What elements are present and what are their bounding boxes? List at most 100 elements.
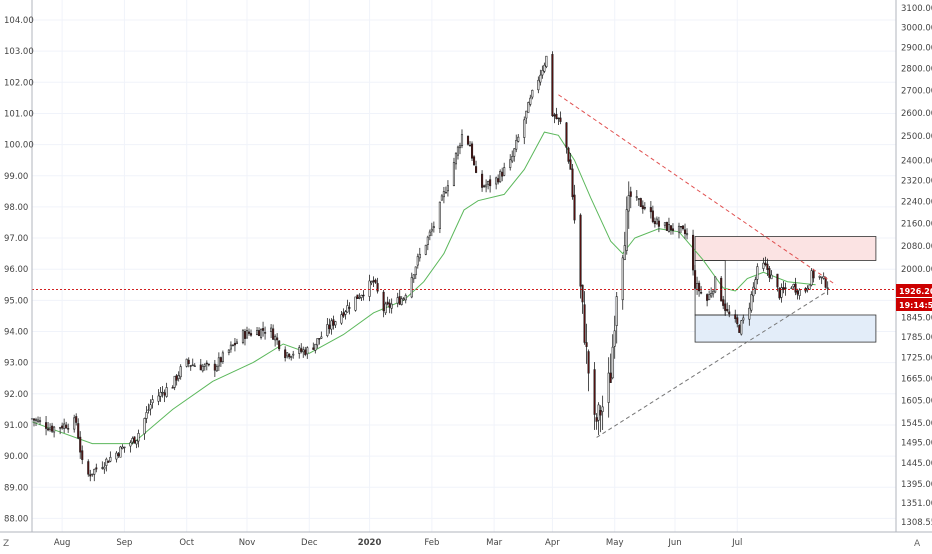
candle-up (790, 287, 793, 289)
candle-down (243, 331, 247, 339)
candle-up (696, 283, 699, 290)
x-tick-label: Sep (116, 538, 132, 548)
candle-down (87, 461, 90, 475)
candle-down (276, 337, 279, 341)
candle-down (557, 117, 560, 120)
candle-down (332, 319, 335, 326)
candle-up (314, 343, 317, 351)
candle-down (284, 349, 287, 359)
candle-up (147, 409, 150, 411)
candle-down (726, 308, 729, 312)
candle-up (201, 365, 204, 372)
candle-down (551, 54, 554, 117)
candles-layer (30, 51, 829, 482)
candle-down (67, 428, 70, 430)
candle-down (593, 369, 596, 415)
candle-up (446, 185, 449, 192)
left-tick-label: 97.00 (4, 234, 28, 244)
candle-down (207, 363, 210, 366)
candle-down (468, 144, 472, 147)
candle-up (165, 387, 168, 397)
x-tick-label: Dec (301, 538, 318, 548)
candle-down (782, 287, 785, 290)
candle-up (416, 256, 419, 266)
candle-down (79, 436, 82, 453)
candle-down (657, 220, 660, 227)
countdown-tag-text: 19:14:51 (899, 301, 932, 310)
x-axis[interactable]: Aug Sep Oct Nov Dec 2020 Feb Mar Apr May Jun Jul (0, 531, 932, 548)
grid-lines (32, 0, 896, 532)
candle-up (762, 262, 765, 269)
candle-up (708, 294, 711, 300)
candle-up (432, 226, 435, 228)
candle-down (639, 198, 642, 208)
candle-up (541, 70, 544, 76)
candle-down (205, 362, 208, 365)
candle-up (38, 420, 42, 422)
candle-down (671, 228, 675, 231)
candle-up (354, 296, 357, 311)
candle-up (685, 233, 689, 236)
candle-down (288, 353, 291, 358)
candle-up (710, 292, 713, 297)
candle-up (499, 171, 502, 183)
trendline-upper-descending (558, 94, 837, 286)
right-tick-label: 1308.55 (901, 518, 932, 528)
candle-up (428, 231, 431, 236)
candle-up (810, 270, 813, 286)
left-tick-label: 104.00 (4, 16, 34, 26)
candle-down (386, 301, 389, 305)
candle-up (714, 276, 717, 293)
candle-down (65, 424, 68, 429)
candle-up (426, 236, 429, 245)
candle-up (360, 295, 363, 298)
candle-up (460, 134, 464, 147)
candle-up (53, 426, 56, 433)
right-tick-label: 2080.00 (901, 242, 932, 252)
candle-up (611, 346, 614, 379)
candle-down (219, 357, 222, 363)
candle-down (117, 453, 120, 457)
candle-up (452, 162, 456, 186)
candle-up (430, 228, 433, 232)
candle-down (796, 290, 799, 295)
candle-down (651, 210, 654, 222)
candle-up (151, 399, 154, 404)
candle-down (175, 375, 178, 381)
candle-up (597, 404, 600, 421)
candle-up (101, 467, 104, 469)
candle-up (485, 184, 488, 188)
candle-up (173, 375, 176, 388)
candle-down (272, 328, 275, 340)
corner-label-left[interactable]: Z (3, 539, 9, 549)
candle-up (621, 257, 624, 301)
candle-down (81, 450, 84, 460)
right-tick-label: 2160.00 (901, 219, 932, 229)
candle-up (73, 417, 76, 430)
trendlines-layer[interactable] (558, 94, 837, 438)
corner-label-right[interactable]: A (914, 539, 921, 549)
candle-down (694, 270, 697, 289)
candle-up (818, 275, 821, 278)
candle-up (712, 290, 715, 295)
candle-down (722, 299, 725, 306)
candle-up (495, 177, 498, 185)
candle-up (742, 317, 745, 321)
candle-up (740, 320, 743, 335)
candle-down (374, 279, 377, 283)
candle-up (625, 209, 628, 251)
candle-up (358, 297, 361, 299)
range-zones[interactable] (694, 236, 877, 343)
right-tick-label: 2800.00 (901, 65, 932, 75)
candle-up (655, 218, 658, 225)
candle-down (312, 347, 315, 350)
left-axis[interactable]: 104.00 103.00 102.00 101.00 100.00 99.00 98.00… (4, 0, 34, 532)
left-tick-label: 90.00 (4, 452, 28, 462)
x-tick-label: Apr (545, 538, 560, 548)
right-axis[interactable]: 3100.00 3000.00 2900.00 2800.00 2700.00 2600.… (895, 0, 932, 532)
candle-up (131, 438, 134, 443)
x-tick-label: Jun (667, 538, 681, 548)
candle-down (342, 312, 345, 317)
